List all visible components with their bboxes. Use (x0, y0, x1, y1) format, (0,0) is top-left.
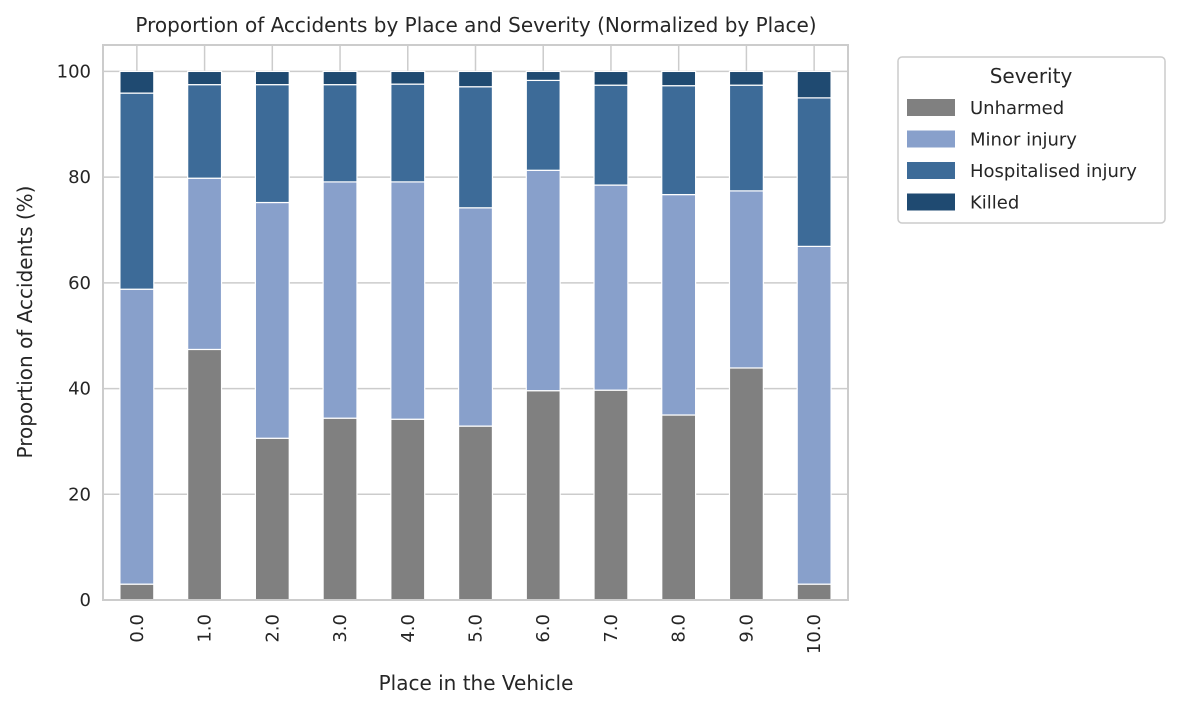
x-tick-label: 4.0 (398, 614, 419, 643)
bar-segment-minor-injury (593, 184, 629, 391)
bar-segment-killed (119, 70, 155, 94)
legend-swatch (907, 162, 955, 179)
bar-segment-unharmed (525, 390, 561, 601)
x-tick-label: 2.0 (262, 614, 283, 643)
bar-segment-minor-injury (661, 193, 697, 416)
y-tick-label: 40 (68, 379, 91, 400)
x-tick-label: 5.0 (466, 614, 487, 643)
legend-swatch (907, 99, 955, 116)
bar-segment-unharmed (593, 389, 629, 601)
bar-segment-killed (796, 70, 832, 99)
x-tick-label: 0.0 (127, 614, 148, 643)
bar-segment-unharmed (390, 418, 426, 601)
bar-segment-hospitalised-injury (322, 84, 358, 183)
y-axis-label: Proportion of Accidents (%) (13, 186, 37, 459)
plot-frame (102, 44, 849, 601)
y-tick-label: 60 (68, 273, 91, 294)
bar-segment-hospitalised-injury (187, 84, 223, 179)
bar-segment-killed (661, 70, 697, 87)
bar-segment-hospitalised-injury (457, 86, 494, 209)
bar-segment-hospitalised-injury (254, 84, 290, 204)
bar-segment-hospitalised-injury (661, 85, 697, 196)
x-tick-label: 1.0 (195, 614, 216, 643)
legend-swatch (907, 193, 955, 211)
bar-segment-minor-injury (322, 181, 358, 419)
legend-label: Hospitalised injury (970, 161, 1137, 182)
bar-segment-killed (390, 70, 426, 85)
bar-segment-killed (728, 70, 764, 86)
bar-segment-unharmed (322, 417, 358, 601)
bar-segment-minor-injury (119, 288, 155, 585)
x-tick-label: 10.0 (804, 614, 825, 654)
bar-segment-hospitalised-injury (796, 97, 832, 247)
bar-segment-minor-injury (728, 190, 764, 369)
bar-segment-unharmed (661, 414, 697, 601)
legend-label: Minor injury (970, 130, 1077, 151)
bar-segment-hospitalised-injury (728, 84, 764, 192)
bar-segment-killed (593, 70, 629, 86)
legend-items: Unharmed Minor injury Hospitalised injury K… (907, 98, 1137, 214)
bar-segment-unharmed (457, 425, 494, 601)
legend-title: Severity (990, 64, 1073, 88)
bar-segment-unharmed (119, 583, 155, 601)
bar-segment-minor-injury (390, 181, 426, 420)
y-tick-label: 20 (68, 484, 91, 505)
bar-segment-minor-injury (254, 201, 290, 439)
legend-label: Unharmed (970, 98, 1064, 119)
bar-segment-unharmed (254, 437, 290, 601)
x-tick-label: 7.0 (601, 614, 622, 643)
bar-segment-hospitalised-injury (525, 79, 561, 171)
legend-swatch (907, 130, 955, 148)
y-tick-label: 0 (80, 590, 91, 611)
bar-segment-killed (254, 70, 290, 86)
x-tick-label: 8.0 (669, 614, 690, 643)
x-axis-label: Place in the Vehicle (379, 671, 574, 695)
bar-segment-minor-injury (187, 177, 223, 351)
bar-segment-killed (525, 70, 561, 82)
bar-segment-unharmed (796, 583, 832, 601)
x-tick-labels: 0.0 1.0 2.0 3.0 4.0 5.0 6.0 7.0 8.0 9.0 10.0 (127, 614, 825, 654)
x-tick-label: 9.0 (736, 614, 757, 643)
chart-title: Proportion of Accidents by Place and Sev… (135, 13, 816, 37)
y-tick-label: 100 (57, 61, 91, 82)
legend-label: Killed (970, 193, 1019, 214)
bar-segment-killed (187, 70, 223, 86)
y-tick-labels: 0 20 40 60 80 100 (57, 61, 91, 611)
bar-segment-hospitalised-injury (390, 83, 426, 183)
bar-segment-minor-injury (457, 207, 494, 427)
legend-frame (897, 56, 1166, 224)
x-tick-label: 3.0 (330, 614, 351, 643)
x-tick-label: 6.0 (533, 614, 554, 643)
bar-segment-killed (322, 70, 358, 86)
legend: Severity Unharmed Minor injury Hospitalise… (897, 56, 1166, 224)
bar-segment-hospitalised-injury (119, 92, 155, 290)
bar-segment-minor-injury (525, 169, 561, 392)
bars-layer (119, 70, 832, 601)
bar-segment-killed (457, 70, 494, 88)
y-tick-label: 80 (68, 167, 91, 188)
bar-segment-unharmed (728, 367, 764, 601)
bar-segment-minor-injury (796, 245, 832, 585)
bar-segment-hospitalised-injury (593, 84, 629, 186)
bar-segment-unharmed (187, 348, 223, 601)
